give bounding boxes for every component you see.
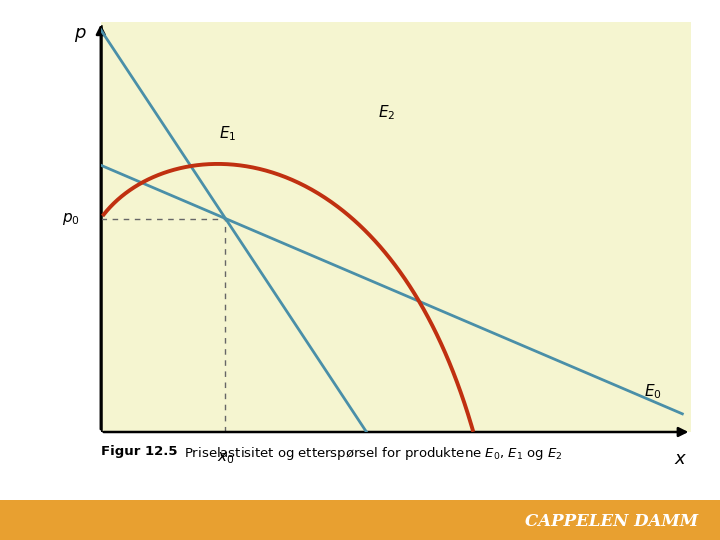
Text: Priselastisitet og etterspørsel for produktene $E_0$, $E_1$ og $E_2$: Priselastisitet og etterspørsel for prod… [184,446,562,462]
Text: $E_1$: $E_1$ [219,124,237,143]
Text: p: p [74,24,86,42]
Text: $E_2$: $E_2$ [378,104,395,122]
Text: $x_0$: $x_0$ [217,450,234,466]
Text: $p_0$: $p_0$ [63,211,80,227]
Text: Figur 12.5: Figur 12.5 [101,446,177,458]
Text: $E_0$: $E_0$ [644,382,662,401]
Text: x: x [674,450,685,469]
Text: CAPPELEN DAMM: CAPPELEN DAMM [526,514,698,530]
